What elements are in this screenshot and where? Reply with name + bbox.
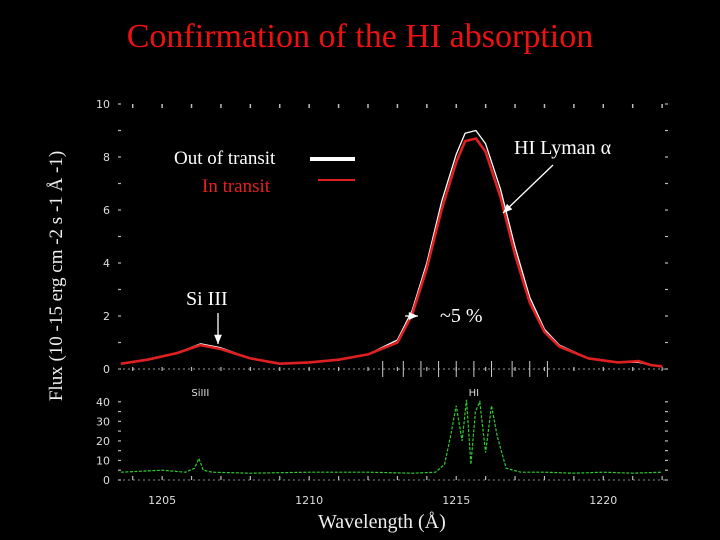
slide-title: Confirmation of the HI absorption: [126, 18, 594, 55]
legend-label-out-of-transit: Out of transit: [174, 148, 276, 169]
bottom-panel-ticks: 0 10 20 30 40 1205 1210 1215 1220 SiIII HI: [96, 388, 617, 507]
top-y-tick-label: 2: [103, 310, 110, 323]
top-y-tick-label: 4: [103, 257, 110, 270]
top-y-tick-label: 6: [103, 204, 110, 217]
bottom-y-tick-label: 0: [103, 474, 110, 487]
bottom-y-tick-label: 40: [96, 396, 110, 409]
hi-lyman-text: HI Lyman: [514, 137, 601, 159]
line-label: HI: [469, 388, 479, 399]
hi-lyman-arrow: [502, 164, 554, 214]
line-label: SiIII: [191, 388, 209, 399]
five-percent-label: ~5 %: [440, 305, 483, 327]
si-iii-arrow-head: [214, 334, 222, 344]
bottom-y-tick-label: 30: [96, 415, 110, 428]
x-tick-label: 1215: [442, 494, 470, 507]
x-axis-title: Wavelength (Å): [318, 511, 446, 533]
top-y-tick-label: 10: [96, 98, 110, 111]
x-tick-label: 1205: [148, 494, 176, 507]
top-y-tick-label: 8: [103, 151, 110, 164]
axes-frame: [118, 103, 668, 481]
series-line-difference-spectrum: [120, 399, 663, 474]
legend-label-in-transit: In transit: [202, 176, 271, 197]
x-tick-label: 1210: [295, 494, 323, 507]
y-axis-title: Flux (10 -15 erg cm -2 s -1 Å -1): [46, 150, 67, 402]
top-y-tick-label: 0: [103, 363, 110, 376]
top-panel-ticks: 0 2 4 6 8 10: [96, 98, 110, 376]
five-percent-arrow-left-head: [408, 312, 418, 320]
annotation-layer: [214, 157, 554, 344]
alpha-symbol: α: [600, 137, 612, 159]
series-layer: [120, 129, 663, 474]
series-line-in-transit: [120, 137, 663, 368]
x-tick-label: 1220: [589, 494, 617, 507]
hi-lyman-arrow-head: [503, 203, 513, 213]
si-iii-label: Si III: [186, 288, 228, 310]
hi-lyman-alpha-label: HI Lyman α: [514, 137, 611, 160]
bottom-y-tick-label: 10: [96, 454, 110, 467]
bottom-y-tick-label: 20: [96, 435, 110, 448]
